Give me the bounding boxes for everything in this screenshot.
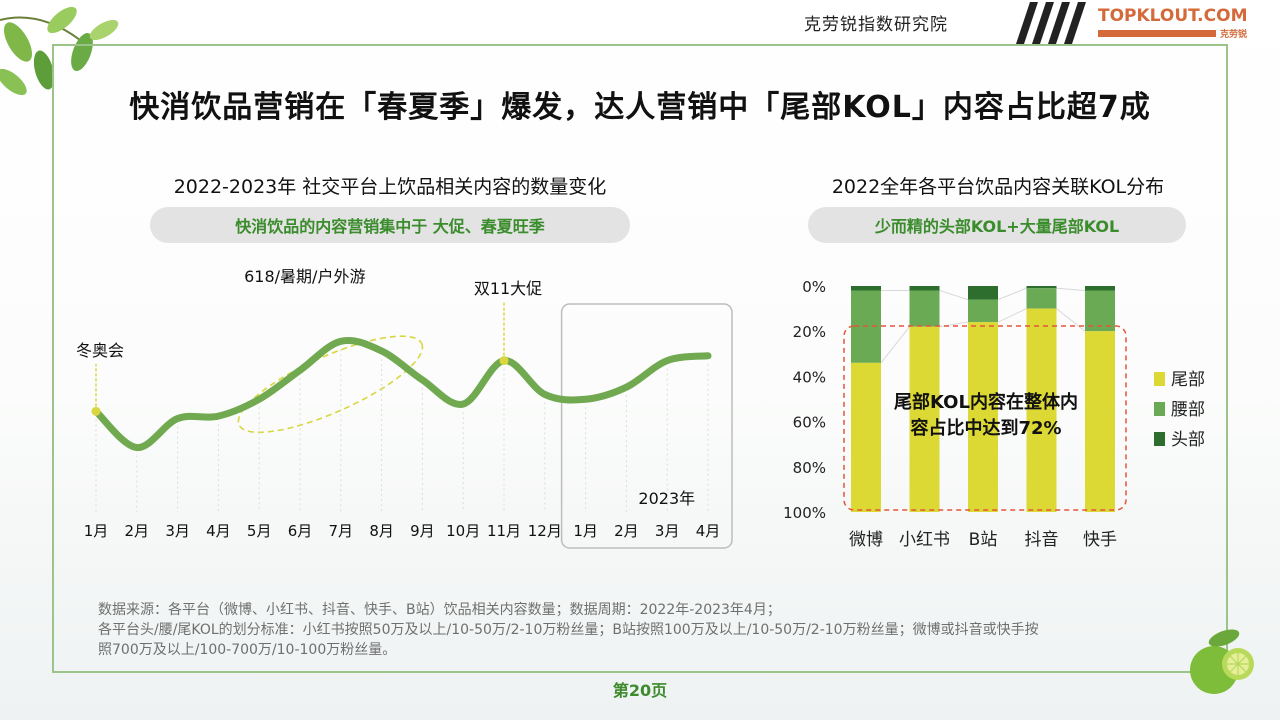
line-chart-pill: 快消饮品的内容营销集中于 大促、春夏旺季 [150,207,630,243]
annotation-label: 冬奥会 [76,341,124,360]
bar-segment-尾部 [1026,308,1057,512]
x-tick-label: 7月 [329,522,354,540]
x-tick-label: 2月 [614,522,639,540]
x-tick-label: 小红书 [899,530,950,550]
stripes-icon [1016,2,1086,44]
leaf-decoration-icon [0,6,119,96]
legend-label: 尾部 [1171,370,1205,390]
footnote-line: 数据来源：各平台（微博、小红书、抖音、快手、B站）饮品相关内容数量；数据周期：2… [98,602,781,618]
bar-segment-头部 [851,286,881,291]
bar-segment-头部 [968,286,998,300]
bar-segment-腰部 [909,290,940,327]
bar-chart-pill: 少而精的头部KOL+大量尾部KOL [808,207,1186,243]
x-tick-label: 11月 [487,522,521,540]
x-tick-label: 9月 [410,522,435,540]
x-tick-label: 4月 [696,522,721,540]
y-tick-label: 80% [793,459,826,477]
brand-bar [1098,29,1216,37]
x-tick-label: 3月 [165,522,190,540]
y-tick-label: 0% [802,278,826,296]
bar-segment-尾部 [968,322,998,512]
annotation-text: 尾部KOL内容在整体内 [894,391,1078,413]
x-tick-label: 2月 [125,522,150,540]
annotation-label: 618/暑期/户外游 [244,267,365,286]
bar-segment-尾部 [1085,331,1115,512]
year-label: 2023年 [638,489,695,508]
x-tick-label: 5月 [247,522,272,540]
legend-swatch [1154,432,1165,446]
lime-decoration-icon [1190,629,1254,694]
bar-segment-腰部 [1085,290,1115,332]
connector-line [997,287,1027,301]
connector-line [939,290,969,301]
y-tick-label: 40% [793,368,826,386]
x-tick-label: 8月 [369,522,394,540]
footnote-line: 各平台头/腰/尾KOL的划分标准：小红书按照50万及以上/10-50万/2-10… [98,622,1039,638]
y-tick-label: 100% [783,504,826,522]
content-frame [52,44,1228,673]
x-tick-label: 10月 [446,522,480,540]
bar-segment-尾部 [851,362,881,512]
x-tick-label: 1月 [573,522,598,540]
brand-name: TOPKLOUT.COM [1098,6,1248,26]
connector-line [997,308,1027,323]
x-tick-label: 4月 [206,522,231,540]
peak-highlight [237,335,424,434]
institute-name: 克劳锐指数研究院 [804,15,948,35]
x-tick-label: B站 [969,530,998,550]
x-tick-label: 微博 [849,530,883,550]
bar-segment-腰部 [1026,288,1057,309]
x-tick-label: 12月 [528,522,562,540]
line-series [92,337,712,452]
x-tick-label: 3月 [655,522,680,540]
x-tick-label: 抖音 [1025,530,1059,550]
connector-line [880,326,910,364]
bar-segment-头部 [1085,286,1115,291]
x-tick-label: 1月 [84,522,109,540]
line-chart: 1月 2月 3月 4月 5月 6月 7月 8月 9月 10月 11月 12月 1月 2月 3月 4月 冬奥会 6… [76,267,733,549]
brand-logo: TOPKLOUT.COM 克劳锐 [1098,6,1254,40]
x-tick-label: 快手 [1083,530,1117,550]
legend-label: 头部 [1171,430,1205,450]
legend-label: 腰部 [1171,400,1205,420]
bar-segment-头部 [909,286,940,291]
annotation-box [843,325,1127,511]
line-chart-title: 2022-2023年 社交平台上饮品相关内容的数量变化 [173,176,607,198]
x-tick-label: 6月 [288,522,313,540]
annotation-text: 容占比中达到72% [910,417,1061,439]
bar-chart-title: 2022全年各平台饮品内容关联KOL分布 [831,176,1165,198]
legend-swatch [1154,402,1165,416]
page-title: 快消饮品营销在「春夏季」爆发，达人营销中「尾部KOL」内容占比超7成 [129,90,1151,125]
page-number: 第20页 [612,681,668,700]
annotation-point [91,406,101,416]
connector-line [1056,287,1086,292]
bar-segment-头部 [1026,286,1057,289]
y-tick-label: 20% [793,323,826,341]
annotation-label: 双11大促 [474,279,542,298]
legend-swatch [1154,372,1165,386]
bar-segment-尾部 [909,326,940,512]
brand-cn: 克劳锐 [1220,29,1248,40]
footnote-line: 照700万及以上/100-700万/10-100万粉丝量。 [98,642,397,658]
bar-segment-腰部 [968,299,998,323]
year-2023-box [560,303,733,549]
footnote: 数据来源：各平台（微博、小红书、抖音、快手、B站）饮品相关内容数量；数据周期：2… [98,600,1188,660]
connector-line [1056,308,1086,332]
y-tick-label: 60% [793,414,826,432]
